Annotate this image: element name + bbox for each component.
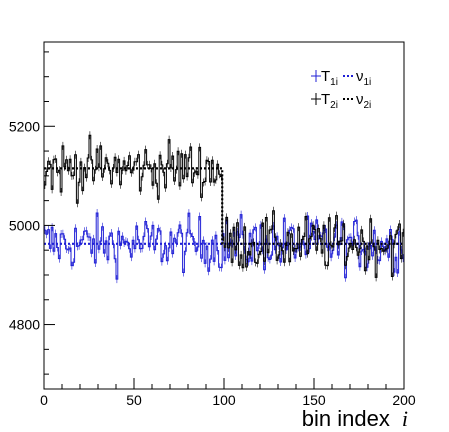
x-tick-label: 150 — [302, 392, 326, 408]
legend-entry-nu2: ν2i — [343, 91, 371, 111]
y-tick-label: 4800 — [9, 317, 40, 333]
y-tick-label: 5000 — [9, 217, 40, 233]
legend-entry-nu1: ν1i — [343, 68, 371, 88]
histogram-layer — [44, 131, 404, 284]
legend-label-nu1: ν1i — [356, 68, 371, 88]
legend-label-nu2: ν2i — [356, 91, 371, 111]
x-tick-label: 50 — [126, 392, 142, 408]
axis-ticks: 0 50 100 150 200 4800 5000 5200 — [9, 51, 416, 408]
legend-entry-t1: T1i — [311, 68, 338, 88]
x-axis-label: bin index i — [302, 406, 408, 431]
x-tick-label: 100 — [212, 392, 236, 408]
legend: T1i ν1i T2i ν2i — [311, 68, 371, 111]
y-tick-label: 5200 — [9, 118, 40, 134]
legend-entry-t2: T2i — [311, 91, 338, 111]
legend-label-t2: T2i — [321, 91, 338, 111]
x-tick-label: 0 — [40, 392, 48, 408]
legend-label-t1: T1i — [321, 68, 338, 88]
x-tick-label: 200 — [392, 392, 416, 408]
expected-nu2 — [44, 167, 404, 245]
expected-lines-layer — [44, 167, 404, 245]
